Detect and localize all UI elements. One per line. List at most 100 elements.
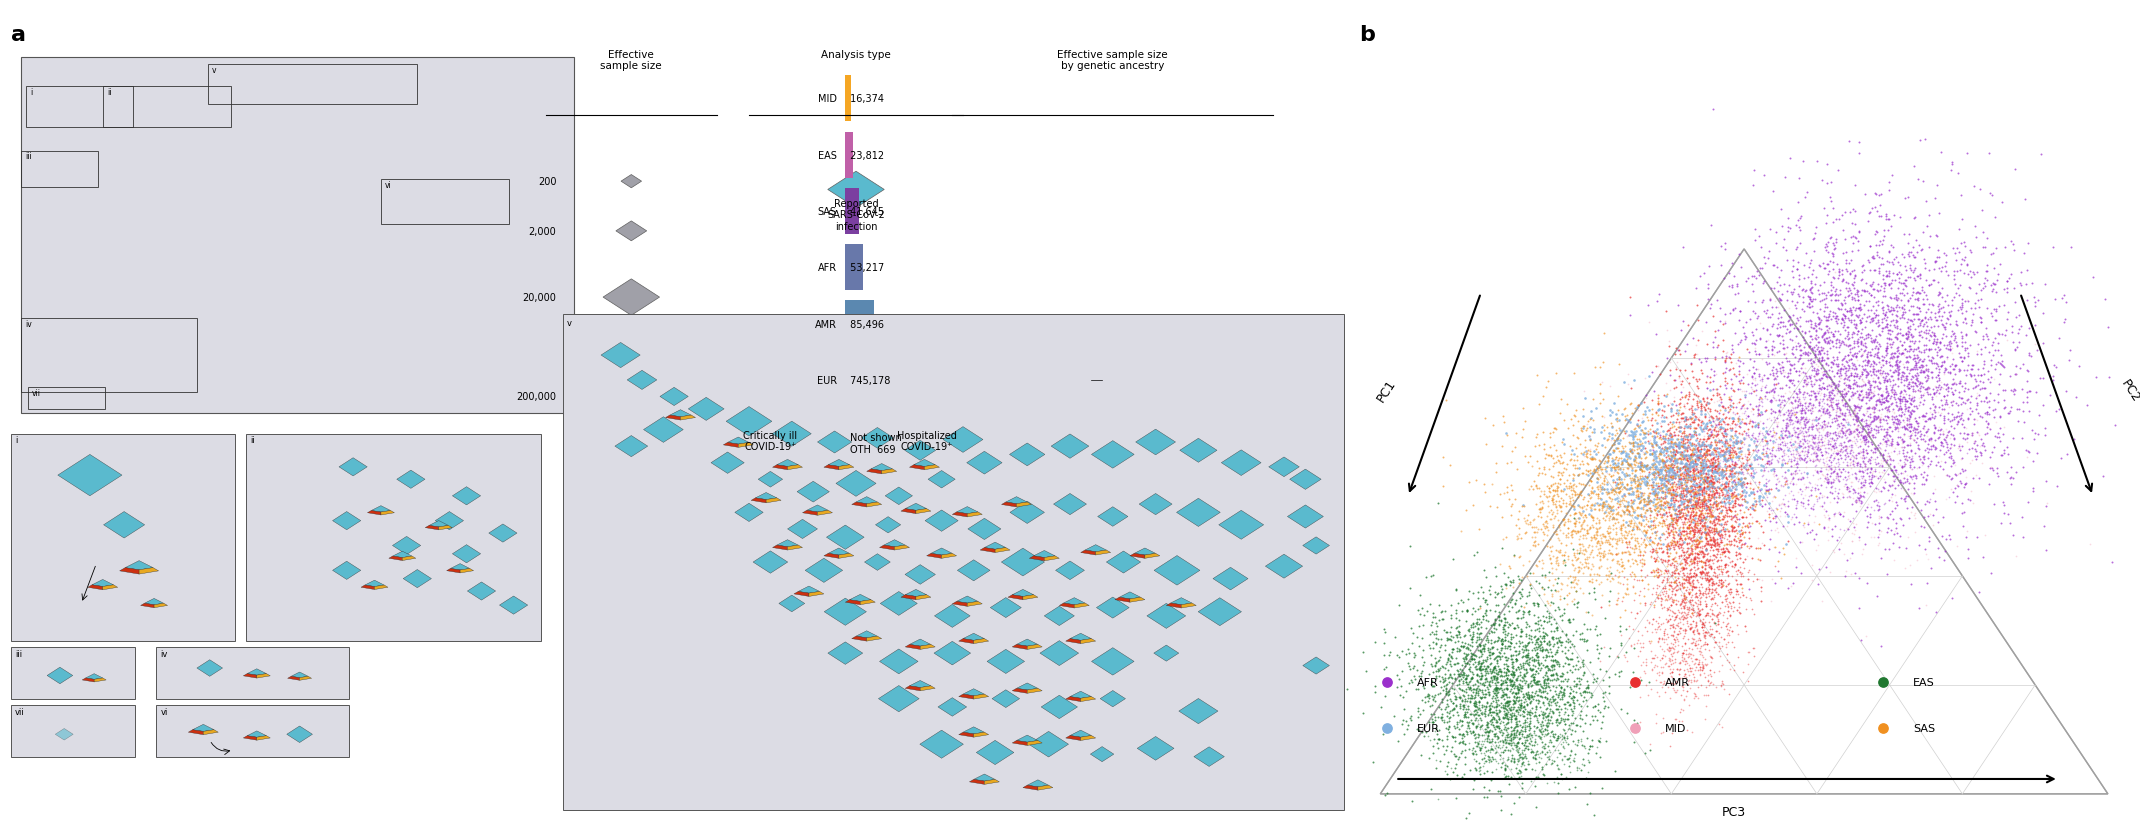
Point [1810,477,1845,490]
Point [1513,578,1547,591]
Point [1990,334,2024,347]
Point [1706,401,1740,414]
Point [1430,679,1464,692]
Point [1686,550,1721,563]
Point [1669,397,1703,410]
Point [1474,741,1509,754]
Point [1673,452,1708,466]
Point [1766,433,1800,446]
Point [1680,347,1714,361]
Point [1455,690,1489,703]
Point [1990,286,2024,299]
Point [1656,494,1691,507]
Point [1682,270,1716,283]
Point [1875,301,1909,314]
Point [1890,449,1924,462]
Point [1853,207,1887,220]
Point [1646,617,1680,630]
Point [1558,524,1592,538]
Point [1639,439,1673,452]
Point [1736,416,1770,429]
Point [1755,457,1789,470]
Polygon shape [1012,645,1027,650]
Point [1703,481,1738,495]
Point [1494,637,1528,650]
Point [1879,414,1913,427]
Point [1817,473,1851,486]
Point [1688,513,1723,526]
Point [1900,308,1935,322]
Point [1581,480,1616,494]
Point [1462,695,1496,708]
Point [1564,478,1599,491]
Point [1575,531,1609,544]
Point [1442,691,1477,705]
Point [1716,468,1751,481]
Point [1866,296,1900,309]
Point [1438,604,1472,617]
Point [1502,752,1537,765]
Point [1502,682,1537,696]
Point [1500,720,1534,734]
Point [1778,243,1813,256]
Point [1688,351,1723,365]
Point [1920,362,1954,375]
Point [1836,387,1870,400]
Point [1552,490,1586,503]
Polygon shape [488,524,518,543]
Point [1404,749,1438,762]
Point [1699,561,1733,574]
Point [1650,538,1684,552]
Point [1821,367,1855,380]
Polygon shape [839,465,854,470]
Point [1507,657,1541,670]
Point [1851,355,1885,368]
Point [1541,466,1575,479]
Point [1498,653,1532,666]
Point [1881,414,1915,428]
Point [1562,437,1596,451]
Point [1682,445,1716,458]
Point [1800,442,1834,455]
Point [1795,268,1830,281]
Point [1885,414,1920,428]
Point [1896,423,1930,437]
Point [2037,293,2072,306]
Point [1808,408,1843,421]
Point [1611,536,1646,549]
Point [1748,341,1783,354]
Point [1517,734,1552,748]
Point [2007,247,2042,261]
Point [1658,416,1693,429]
Point [1798,271,1832,284]
Point [1755,384,1789,397]
Point [1847,451,1881,464]
Point [1622,517,1656,530]
Point [1706,345,1740,358]
Point [1853,360,1887,373]
Point [1898,211,1932,224]
Point [1920,256,1954,269]
Point [1766,431,1800,444]
Point [1487,763,1522,777]
Point [1492,643,1526,657]
Point [1656,478,1691,491]
Point [1806,522,1840,535]
Point [1727,402,1761,415]
Point [1802,444,1836,457]
Point [1851,487,1885,500]
Point [1680,480,1714,494]
Polygon shape [959,695,974,700]
Point [1633,495,1667,509]
Point [1935,358,1969,371]
Point [1637,600,1671,614]
Point [1609,478,1644,491]
Point [1697,452,1731,465]
Point [1947,342,1982,355]
Point [1658,488,1693,501]
Point [1614,445,1648,458]
Point [1545,577,1579,590]
Point [1457,549,1492,562]
Point [1708,542,1742,555]
Point [1967,395,2001,409]
